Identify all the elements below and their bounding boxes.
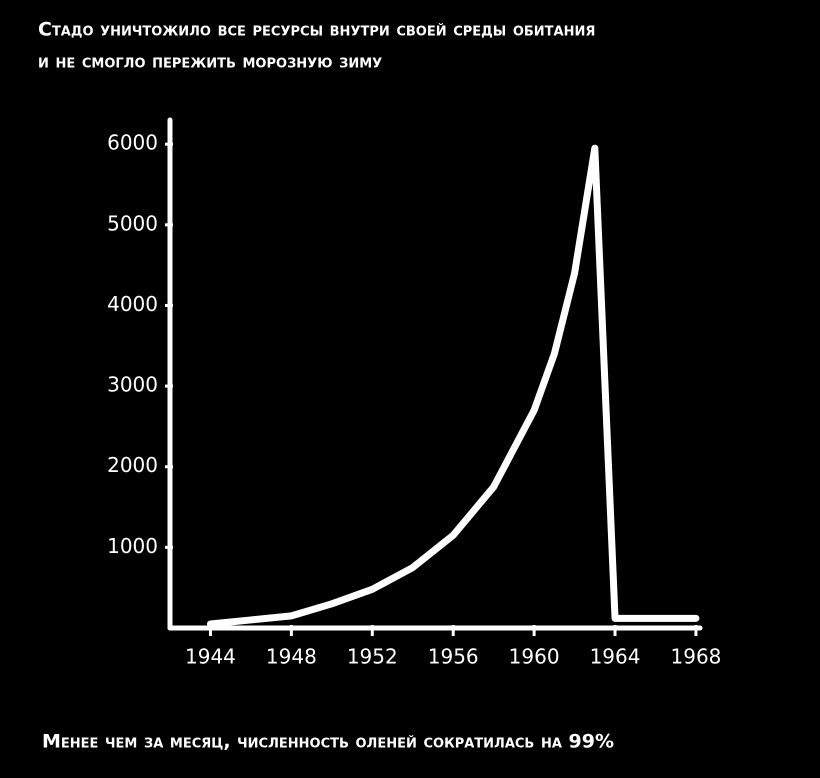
- x-tick-label: 1948: [266, 645, 317, 669]
- x-tick-label: 1960: [509, 645, 560, 669]
- x-tick-label: 1944: [185, 645, 236, 669]
- chart-subtitle: и не смогло пережить морозную зиму: [38, 51, 382, 73]
- x-tick-label: 1968: [671, 645, 722, 669]
- chart-title: Стадо уничтожило все ресурсы внутри свое…: [38, 19, 595, 41]
- y-tick-label: 2000: [107, 453, 158, 477]
- annotation: Менее чем за месяц, численность оленей с…: [42, 731, 614, 753]
- x-tick-label: 1956: [428, 645, 479, 669]
- y-tick-label: 3000: [107, 373, 158, 397]
- x-tick-label: 1964: [590, 645, 641, 669]
- data-line: [206, 144, 700, 628]
- y-tick-label: 5000: [107, 211, 158, 235]
- y-tick-label: 4000: [107, 292, 158, 316]
- y-tick-label: 6000: [107, 131, 158, 155]
- y-tick-label: 1000: [107, 534, 158, 558]
- x-tick-label: 1952: [347, 645, 398, 669]
